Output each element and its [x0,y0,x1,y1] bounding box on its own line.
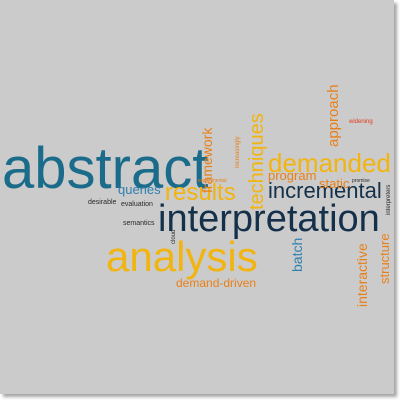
word-widening: widening [349,119,373,125]
word-queries: queries [118,182,161,197]
word-evaluation: evaluation [121,201,153,208]
word-program: program [268,168,317,183]
word-interpreters: interpreters [386,184,392,215]
word-cloud-term: cloud [171,229,177,244]
word-increasingly: increasingly [235,136,241,168]
word-cloud: abstract interpretation analysis demande… [0,0,394,394]
word-demanded: demanded [268,148,391,178]
word-results: results [165,179,236,206]
word-demand-driven: demand-driven [176,276,257,290]
word-structure: structure [377,233,392,284]
word-experimental: experimental [198,178,227,184]
word-techniques: techniques [246,113,268,210]
word-promise: promise [352,178,370,184]
word-incremental: incremental [268,178,382,203]
word-analysis: analysis [106,233,258,280]
word-batch: batch [289,237,305,272]
word-desirable: desirable [88,199,117,206]
word-interactive: interactive [354,243,370,307]
word-interpretation: interpretation [158,198,380,240]
word-framework: framework [199,127,215,193]
word-static: static [319,176,350,191]
word-abstract: abstract [2,136,209,201]
word-approach: approach [325,84,342,147]
word-semantics: semantics [123,220,155,227]
